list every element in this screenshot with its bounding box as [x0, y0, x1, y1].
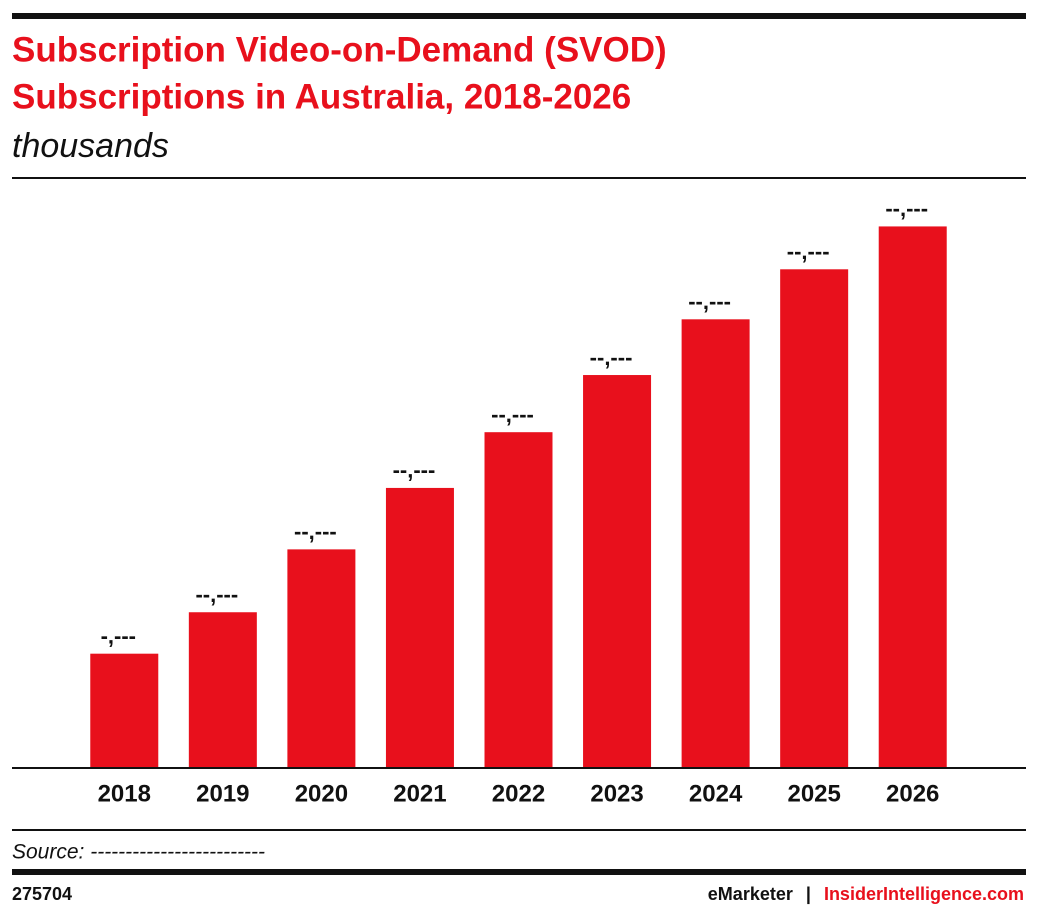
bar [385, 487, 454, 768]
bar [878, 226, 947, 768]
bar [484, 432, 553, 768]
top-rule [12, 13, 1026, 19]
site: InsiderIntelligence.com [824, 884, 1024, 904]
chart-id: 275704 [12, 884, 72, 904]
x-tick-label: 2022 [492, 780, 545, 807]
x-tick-label: 2020 [295, 780, 348, 807]
chart-subtitle: thousands [12, 127, 169, 165]
bar [188, 612, 257, 768]
x-tick-label: 2021 [393, 780, 446, 807]
x-tick-label: 2018 [98, 780, 151, 807]
bar [90, 653, 159, 768]
separator: | [806, 884, 811, 904]
value-label: --,--- [393, 458, 436, 483]
value-label: --,--- [688, 289, 731, 314]
bar [780, 269, 849, 768]
source: Source: ------------------------- [12, 841, 265, 864]
bar [583, 375, 652, 768]
brand: eMarketer [708, 884, 793, 904]
value-label: --,--- [885, 196, 928, 221]
x-tick-label: 2023 [590, 780, 643, 807]
footer-brand: eMarketer | InsiderIntelligence.com [708, 884, 1024, 904]
chart-title: Subscription Video-on-Demand (SVOD) [12, 30, 667, 69]
bar [287, 549, 356, 768]
value-label: -,--- [101, 623, 136, 648]
x-tick-label: 2019 [196, 780, 249, 807]
bottom-rule [12, 869, 1026, 875]
x-tick-label: 2025 [787, 780, 840, 807]
value-label: --,--- [787, 239, 830, 264]
value-label: --,--- [195, 582, 238, 607]
value-label: --,--- [590, 345, 633, 370]
value-label: --,--- [294, 519, 337, 544]
x-tick-label: 2024 [689, 780, 743, 807]
bar [681, 319, 750, 768]
chart-title: Subscriptions in Australia, 2018-2026 [12, 77, 631, 116]
value-label: --,--- [491, 402, 534, 427]
x-tick-label: 2026 [886, 780, 939, 807]
